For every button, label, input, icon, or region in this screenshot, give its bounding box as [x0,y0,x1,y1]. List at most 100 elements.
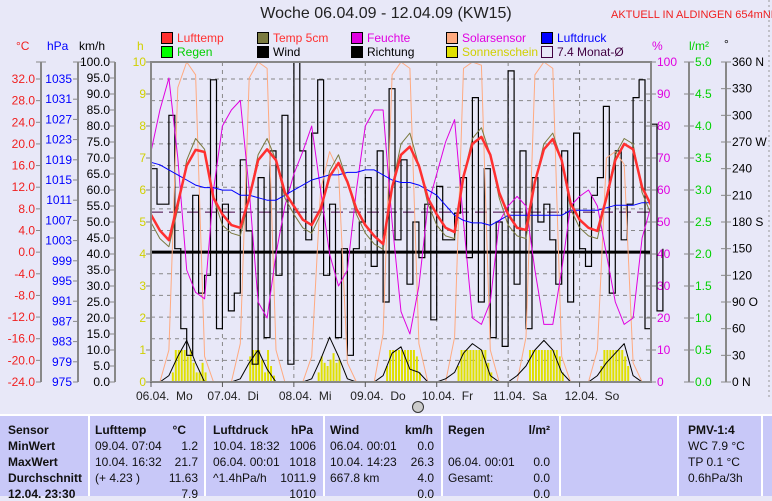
sunshine-bar [627,366,630,382]
pct-tick-label: 50 [657,215,671,229]
kmh-tick-label: 10.0 [87,343,111,357]
lufttemp-value: 7.9 [181,487,198,501]
row-label: Durchschnitt [8,471,83,485]
pct-tick-label: 100 [657,55,677,69]
sunshine-bar [460,350,463,382]
dir-tick-label: 300 [732,108,752,122]
temp-tick-label: -24.0 [8,375,36,389]
kmh-tick-label: 30.0 [87,279,111,293]
regen-value: 0.0 [533,487,550,501]
sunshine-bar [418,372,421,382]
sunshine-bar [189,350,192,382]
legend-label: Wind [273,45,301,59]
table-header: Regen [448,423,485,437]
row-label: MinWert [8,439,56,453]
sunshine-bar [195,372,198,382]
regen-value: 0.0 [533,455,550,469]
sunshine-bar [409,350,412,382]
sunshine-bar [618,350,621,382]
rain-tick-label: 2.0 [695,247,712,261]
sunshine-bar [606,350,609,382]
sunshine-bar [546,350,549,382]
pmv-value: TP 0.1 °C [688,455,740,469]
legend-label: Solarsensor [462,31,527,45]
sunshine-bar [561,372,564,382]
hpa-tick-label: 999 [52,254,72,268]
sunshine-bar [475,350,478,382]
table-header: Luftdruck [213,423,269,437]
sunshine-bar [177,350,180,382]
sunshine-bar [258,350,261,382]
x-tick-label: 08.04. Mi [278,389,332,403]
sunshine-bar [481,350,484,382]
table-column-divider [88,416,90,496]
sunshine-bar [326,366,329,382]
legend-item-temp-5cm: Temp 5cm [257,31,328,45]
hpa-tick-label: 1007 [45,213,72,227]
series-line-feuchte [150,77,652,335]
pmv-value: 0.6hPa/3h [688,471,743,485]
rain-tick-label: 4.5 [695,87,712,101]
sunshine-bar [264,372,267,382]
table-header: Wind [330,423,360,437]
sunshine-bar [406,350,409,382]
h-tick-label: 0 [139,375,146,389]
h-tick-label: 3 [139,279,146,293]
pct-tick-label: 30 [657,279,671,293]
sunshine-bar [255,350,258,382]
sunshine-bar [395,350,398,382]
sunshine-bar [398,350,401,382]
sunshine-bar [204,372,207,382]
legend-swatch [351,32,363,44]
h-tick-label: 2 [139,311,146,325]
dir-tick-label: 210 [732,188,752,202]
h-tick-label: 5 [139,215,146,229]
kmh-tick-label: 80.0 [87,119,111,133]
rain-tick-label: 4.0 [695,119,712,133]
hpa-tick-label: 1019 [45,153,72,167]
h-tick-label: 1 [139,343,146,357]
h-tick-label: 6 [139,183,146,197]
sunshine-bar [600,366,603,382]
dir-unit-label: ° [724,37,729,51]
x-tick-label: 12.04. So [564,389,620,403]
temp-tick-label: 4.0 [18,224,35,238]
sunshine-bar [320,356,323,382]
sunshine-bar [192,362,195,382]
sunshine-bar [615,350,618,382]
current-location-link[interactable]: AKTUELL IN ALDINGEN 654mNN [611,9,772,21]
x-tick-label: 11.04. Sa [493,389,547,403]
sunshine-bar [543,350,546,382]
temp-tick-label: 12.0 [12,180,36,194]
pmv-value: WC 7.9 °C [688,439,745,453]
hpa-tick-label: 1015 [45,173,72,187]
legend-swatch [446,32,458,44]
sunshine-bar [386,366,389,382]
kmh-tick-label: 55.0 [87,199,111,213]
wind-time: 667.8 km [330,471,380,485]
pct-tick-label: 70 [657,151,671,165]
regen-time: 06.04. 00:01 [448,455,515,469]
scroll-knob[interactable] [412,401,424,413]
sunshine-bar [558,356,561,382]
sunshine-bar [412,350,415,382]
hpa-tick-label: 1023 [45,133,72,147]
sunshine-bar [198,372,201,382]
sunshine-bar [186,356,189,382]
kmh-tick-label: 100.0 [80,55,110,69]
sunshine-bar [403,350,406,382]
table-header: Sensor [8,423,49,437]
rain-tick-label: 2.5 [695,215,712,229]
row-label: MaxWert [8,455,58,469]
table-column-divider [441,416,443,496]
legend-label: Regen [177,45,213,59]
hpa-tick-label: 1031 [45,92,72,106]
dir-tick-label: 30 [732,348,746,362]
kmh-tick-label: 45.0 [87,231,111,245]
legend-item-feuchte: Feuchte [351,31,410,45]
sunshine-bar [171,372,174,382]
temp-tick-label: -16.0 [8,332,36,346]
plot-frame [150,61,652,383]
sunshine-bar [490,372,493,382]
x-tick-label: 10.04. Fr [421,389,474,403]
